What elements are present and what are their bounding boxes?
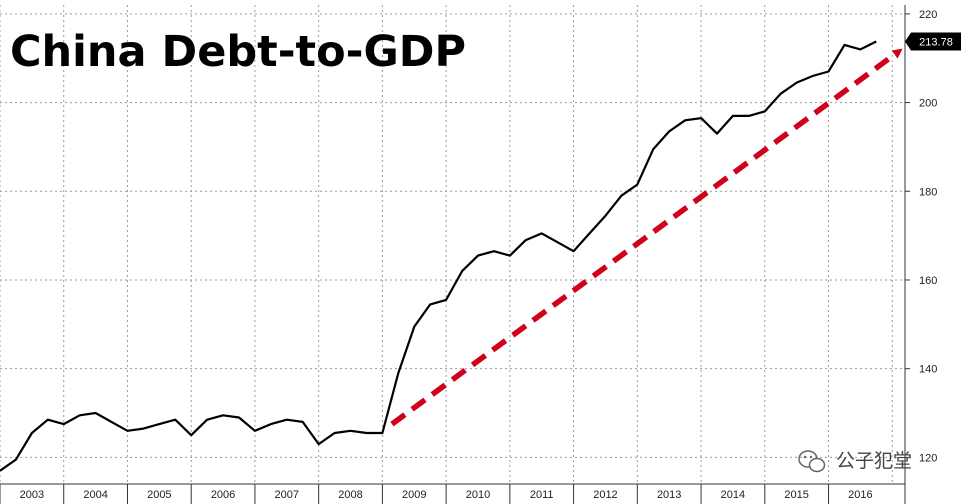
- y-tick-label: 180: [919, 186, 937, 198]
- x-tick-label: 2010: [466, 489, 490, 501]
- x-tick-label: 2008: [338, 489, 362, 501]
- x-tick-label: 2011: [530, 489, 554, 501]
- x-tick-label: 2007: [275, 489, 299, 501]
- x-tick-label: 2006: [211, 489, 235, 501]
- y-tick-label: 220: [919, 9, 937, 21]
- plot-area: 120 140 160 180 200 220 2003 2004 2005 2006 2007 20…: [0, 5, 961, 504]
- x-tick-label: 2014: [721, 489, 745, 501]
- y-tick-label: 120: [919, 452, 937, 464]
- x-tick-label: 2004: [83, 489, 107, 501]
- y-tick-label: 140: [919, 364, 937, 376]
- trend-arrow: [390, 48, 903, 427]
- wechat-icon: [798, 450, 826, 473]
- last-value-label: 213.78: [919, 36, 953, 48]
- x-tick-label: 2003: [20, 489, 44, 501]
- x-tick-label: 2016: [848, 489, 872, 501]
- x-tick-label: 2005: [147, 489, 171, 501]
- y-tick-label: 200: [919, 98, 937, 110]
- x-tick-label: 2013: [657, 489, 681, 501]
- watermark-text: 公子犯堂: [836, 450, 912, 472]
- series-line: [0, 40, 877, 472]
- x-tick-label: 2015: [784, 489, 808, 501]
- watermark: 公子犯堂: [798, 450, 912, 473]
- x-tick-label: 2009: [402, 489, 426, 501]
- y-tick-label: 160: [919, 275, 937, 287]
- x-tick-label: 2012: [593, 489, 617, 501]
- last-value-badge: [905, 32, 961, 51]
- chart-title: China Debt-to-GDP: [10, 27, 466, 77]
